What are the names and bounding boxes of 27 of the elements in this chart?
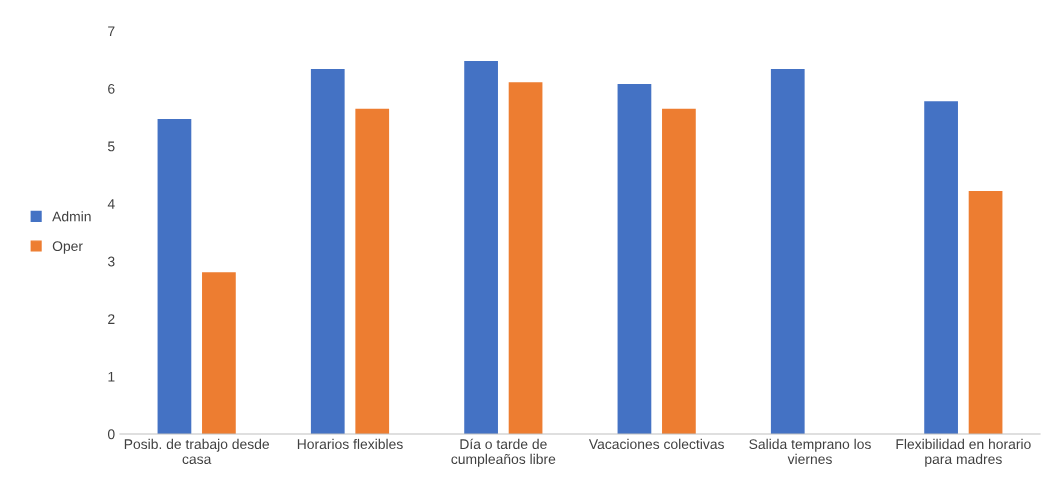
x-tick-label: Horarios flexibles — [297, 438, 403, 450]
x-tick-label: Posib. de trabajo desde casa — [124, 438, 270, 465]
legend-label: Oper — [52, 241, 83, 254]
bar — [770, 69, 805, 434]
y-tick-label: 2 — [108, 314, 115, 324]
x-tick-label: Día o tarde de cumpleaños libre — [451, 438, 556, 467]
y-tick-label: 5 — [107, 141, 115, 152]
y-tick-label: 4 — [107, 199, 115, 209]
y-tick-label: 0 — [107, 429, 115, 440]
bar — [355, 108, 390, 434]
x-tick-label: Salida temprano los viernes — [749, 438, 871, 465]
legend-label: Admin — [52, 211, 91, 222]
y-tick-label: 3 — [107, 256, 115, 267]
bar — [202, 272, 236, 434]
bar — [464, 60, 498, 434]
bar — [617, 83, 652, 434]
y-tick-label: 7 — [108, 26, 115, 37]
bar — [968, 191, 1003, 434]
y-tick-label: 1 — [108, 371, 115, 382]
y-tick-label: 6 — [108, 83, 115, 94]
x-tick-label: Vacaciones colectivas — [588, 438, 724, 450]
bar — [157, 119, 192, 434]
bar — [310, 69, 345, 434]
bar — [508, 82, 543, 434]
bar — [924, 101, 958, 434]
bar — [662, 108, 696, 434]
x-tick-label: Flexibilidad en horario para madres — [896, 438, 1031, 467]
